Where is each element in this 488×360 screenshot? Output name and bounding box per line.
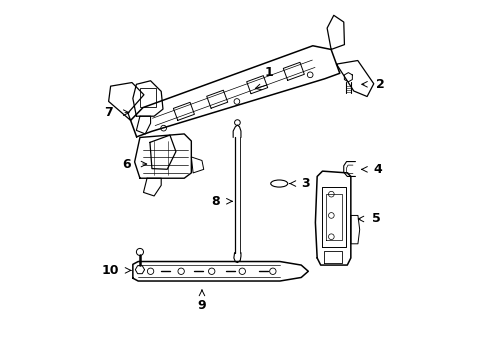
Text: 4: 4 [373,163,382,176]
Text: 3: 3 [301,177,309,190]
Text: 2: 2 [375,78,384,91]
Text: 6: 6 [122,158,131,171]
Text: 10: 10 [101,264,119,277]
Bar [140,88,156,107]
Text: 7: 7 [104,106,113,119]
Text: 9: 9 [197,299,206,312]
Text: 5: 5 [371,212,380,225]
Text: 1: 1 [264,66,273,79]
Text: 8: 8 [211,195,219,208]
